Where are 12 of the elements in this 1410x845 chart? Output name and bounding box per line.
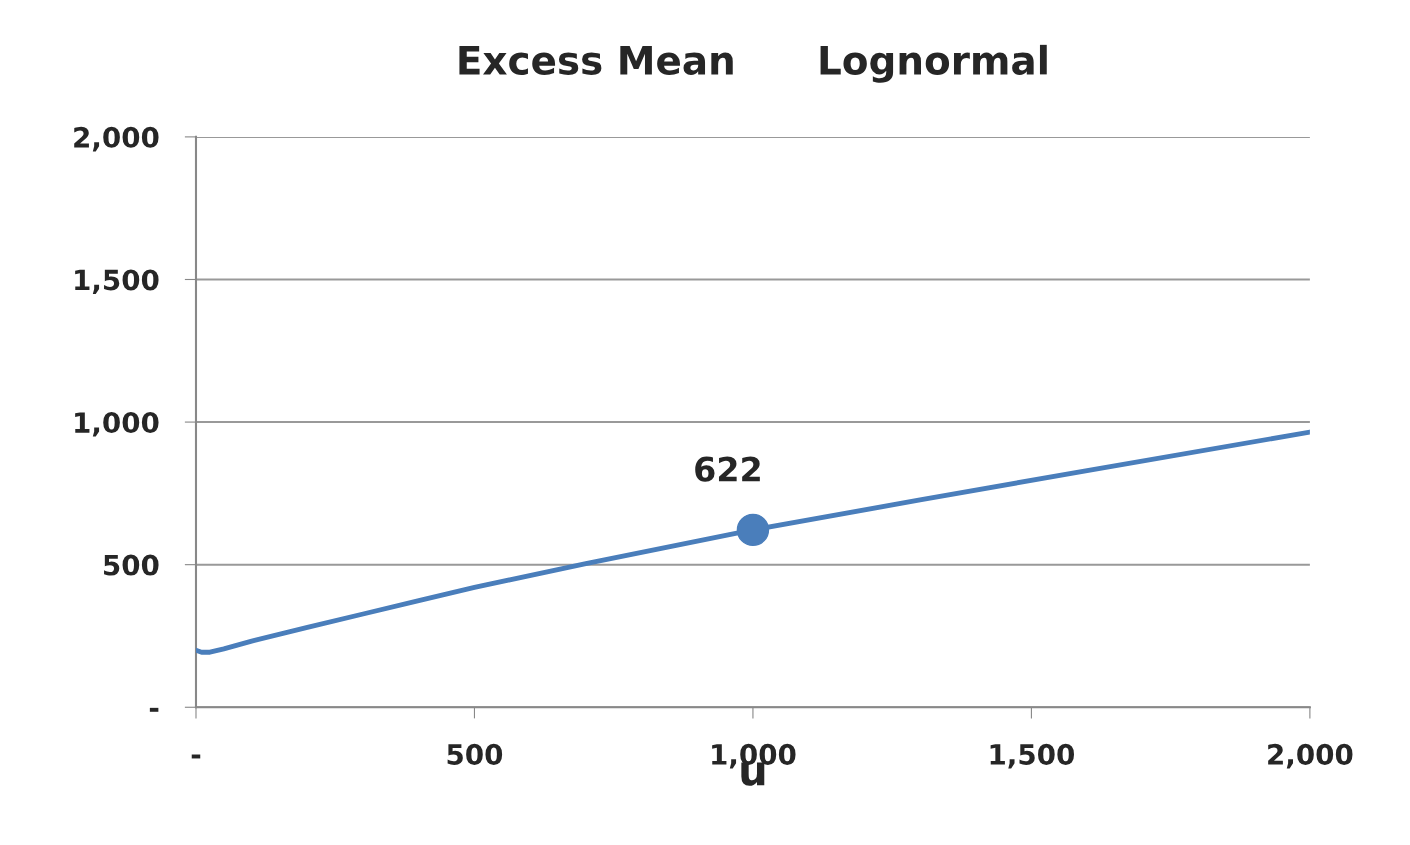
- y-tick-label: -: [149, 707, 159, 712]
- x-tick-label: 1,500: [990, 743, 1075, 769]
- y-tick-label: 1,000: [75, 412, 159, 437]
- chart-title: Excess Mean Lognormal: [459, 44, 1047, 83]
- line-series: [195, 429, 1310, 655]
- data-label: 622: [695, 456, 760, 482]
- x-tick-label: 2,000: [1268, 743, 1353, 769]
- y-tick-label: 500: [104, 554, 159, 576]
- x-tick-label: -: [191, 754, 201, 759]
- y-tick-label: 1,500: [75, 269, 159, 294]
- x-tick-label: 500: [447, 743, 503, 765]
- y-tick-label: 2,000: [74, 126, 159, 152]
